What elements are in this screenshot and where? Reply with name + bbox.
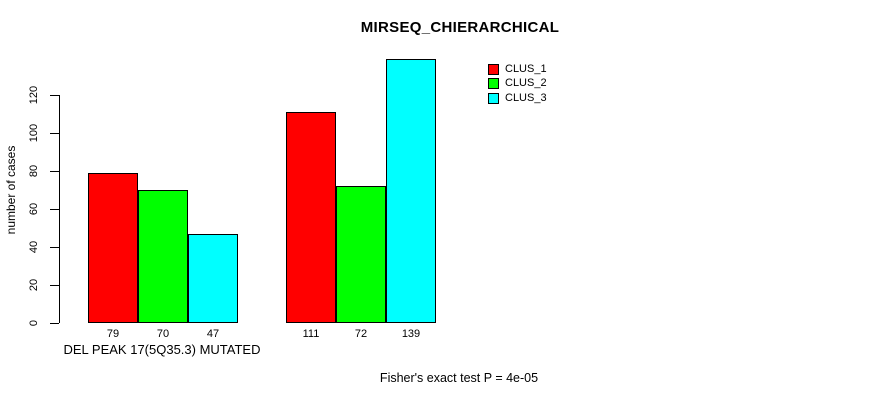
y-tick-label: 80 [28, 164, 40, 178]
bar-clus-3-group-2 [386, 58, 436, 323]
bar-value-label: 139 [401, 328, 421, 340]
y-axis-line [59, 95, 60, 323]
legend-item-clus-2: CLUS_2 [488, 77, 547, 92]
bar-value-label: 47 [206, 328, 220, 340]
bar-value-label: 111 [302, 328, 320, 340]
bar-clus-2-group-2 [336, 186, 386, 323]
bar-clus-1-group-1 [88, 172, 138, 323]
y-tick-mark [50, 323, 59, 324]
chart-title: MIRSEQ_CHIERARCHICAL [360, 19, 560, 36]
legend-item-clus-1: CLUS_1 [488, 62, 547, 77]
y-tick-label: 0 [28, 319, 40, 327]
legend-item-clus-3: CLUS_3 [488, 91, 547, 106]
y-tick-mark [50, 285, 59, 286]
pvalue-annotation: Fisher's exact test P = 4e-05 [379, 371, 539, 385]
legend-swatch-clus-1 [488, 63, 499, 75]
legend-label: CLUS_2 [505, 77, 547, 90]
y-tick-label: 40 [28, 240, 40, 254]
bar-clus-2-group-1 [138, 190, 188, 323]
y-tick-mark [50, 171, 59, 172]
bar-clus-1-group-2 [286, 112, 336, 323]
y-tick-label: 120 [28, 85, 40, 105]
bar-value-label: 70 [156, 328, 170, 340]
legend-label: CLUS_3 [505, 91, 547, 104]
legend-swatch-clus-2 [488, 78, 499, 90]
y-tick-label: 60 [28, 202, 40, 216]
y-tick-mark [50, 209, 59, 210]
bar-value-label: 79 [106, 328, 120, 340]
y-tick-label: 100 [28, 123, 40, 143]
legend-swatch-clus-3 [488, 92, 499, 104]
y-tick-label: 20 [28, 278, 40, 292]
y-tick-mark [50, 133, 59, 134]
y-tick-mark [50, 247, 59, 248]
bar-clus-3-group-1 [188, 233, 238, 323]
y-tick-mark [50, 95, 59, 96]
legend: CLUS_1 CLUS_2 CLUS_3 [488, 62, 547, 106]
x-axis-label: DEL PEAK 17(5Q35.3) MUTATED [63, 342, 261, 357]
bar-value-label: 72 [354, 328, 368, 340]
legend-label: CLUS_1 [505, 62, 547, 75]
